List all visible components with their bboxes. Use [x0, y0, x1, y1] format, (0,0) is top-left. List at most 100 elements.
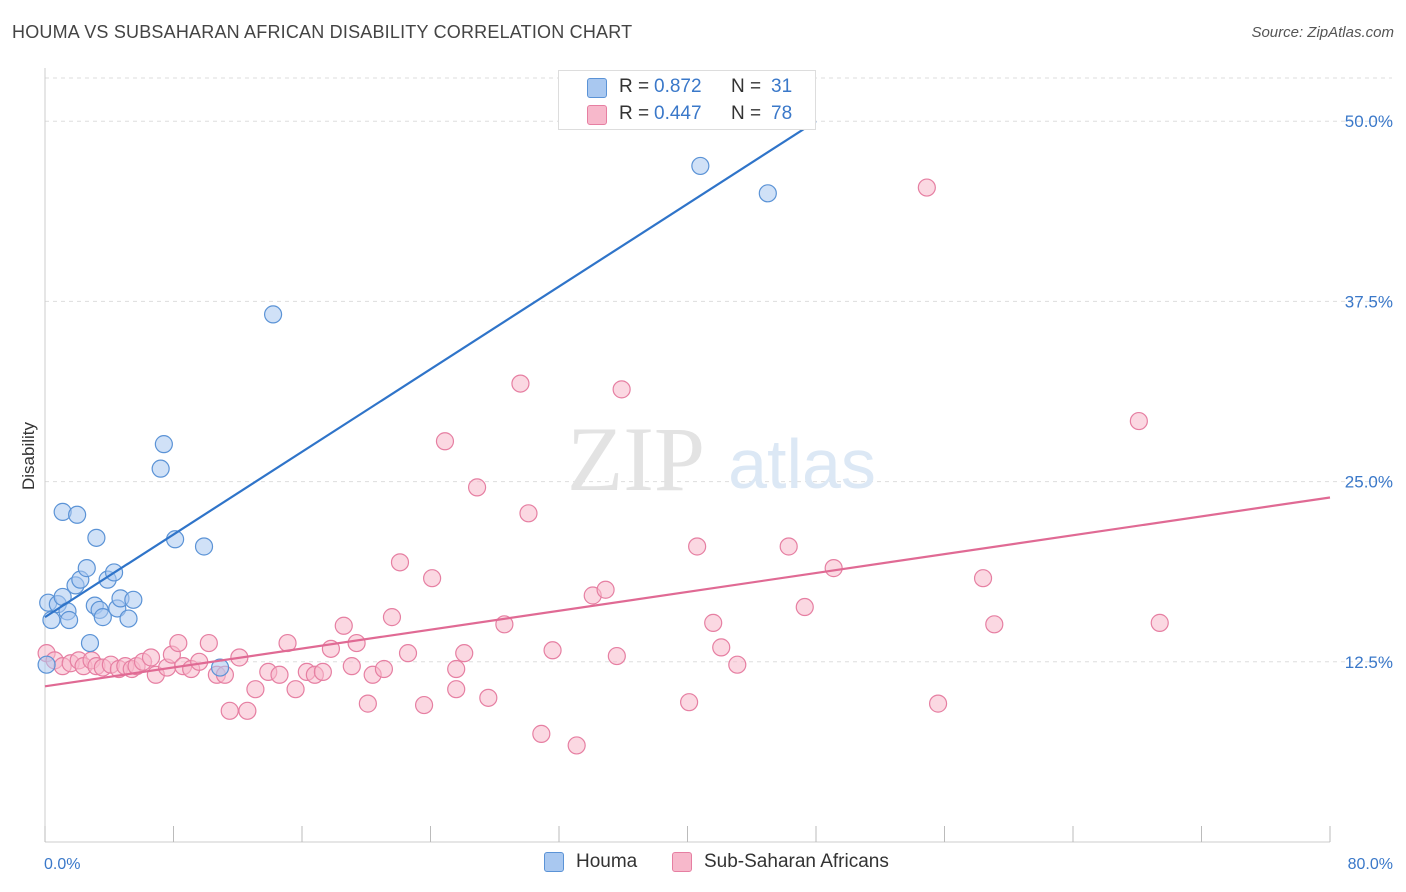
ssa-point [246, 680, 265, 699]
axes [44, 68, 1331, 843]
ssa-point [928, 694, 948, 713]
ssa-point [607, 646, 626, 666]
stats-legend-row-ssa: R = 0.447 N = 78 [559, 101, 817, 129]
ssa-point [447, 680, 466, 699]
ssa-point [238, 701, 257, 720]
n-value-ssa: 78 [771, 103, 793, 124]
houma-trend-line [44, 120, 817, 619]
legend-item-ssa[interactable]: Sub-Saharan Africans [672, 851, 889, 873]
houma-point [68, 505, 87, 524]
ssa-point [435, 432, 455, 451]
legend-label-houma: Houma [576, 851, 638, 872]
trend-lines [44, 120, 1331, 688]
r-value-ssa: 0.447 [654, 103, 702, 124]
ssa-point [511, 374, 530, 393]
ssa-trend-line [44, 496, 1331, 688]
houma-point [194, 537, 214, 556]
ssa-point [612, 380, 631, 399]
ssa-point [1129, 411, 1148, 431]
ssa-point [169, 633, 188, 653]
ssa-point [414, 695, 434, 715]
houma-swatch [587, 78, 607, 98]
ssa-point [286, 680, 305, 699]
ssa-point [479, 688, 498, 707]
ssa-point [824, 559, 843, 578]
ssa-point [199, 633, 218, 653]
ssa-point [455, 644, 474, 663]
chart-title: HOUMA VS SUBSAHARAN AFRICAN DISABILITY C… [12, 22, 633, 42]
ssa-point [567, 736, 586, 755]
ssa-point [382, 608, 402, 627]
stats-legend-row-houma: R = 0.872 N = 31 [559, 74, 817, 102]
ssa-point [680, 693, 699, 712]
y-axis-label: Disability [19, 421, 38, 490]
ssa-point [917, 178, 936, 197]
x-tick-label-max: 80.0% [1348, 856, 1393, 873]
houma-point [758, 184, 777, 203]
ssa-point [688, 537, 707, 556]
legend-item-houma[interactable]: Houma [544, 851, 637, 873]
watermark-atlas: atlas [728, 425, 876, 503]
houma-point [59, 610, 79, 630]
ssa-point [374, 659, 394, 679]
r-label: R = [619, 76, 650, 97]
ssa-swatch [672, 852, 692, 872]
series-houma-points [37, 156, 777, 677]
ssa-point [543, 641, 562, 660]
n-label: N = [731, 76, 762, 97]
ssa-point [519, 504, 538, 523]
series-legend: Houma Sub-Saharan Africans [0, 851, 1406, 877]
ssa-point [270, 665, 289, 684]
source-label: Source: ZipAtlas.com [1251, 24, 1394, 41]
houma-point [87, 528, 106, 547]
stats-legend: R = 0.872 N = 31 R = 0.447 N = 78 [558, 70, 816, 130]
houma-point [151, 459, 170, 478]
ssa-point [779, 537, 798, 556]
houma-point [77, 559, 96, 578]
ssa-point [532, 724, 551, 743]
x-tick-label-min: 0.0% [44, 856, 80, 873]
y-tick-label: 25.0% [1345, 473, 1393, 492]
y-tick-label: 50.0% [1345, 112, 1393, 131]
ssa-point [334, 616, 353, 635]
y-tick-label: 37.5% [1345, 292, 1393, 311]
ssa-point [141, 648, 161, 667]
houma-point [80, 633, 100, 653]
houma-point [263, 305, 283, 324]
ssa-point [347, 633, 366, 653]
watermark-zip: ZIP [567, 408, 705, 510]
ssa-point [313, 662, 332, 682]
houma-point [210, 658, 230, 677]
houma-point [93, 608, 112, 627]
ssa-swatch [587, 105, 607, 125]
houma-point [154, 435, 173, 454]
ssa-point [342, 657, 361, 676]
ssa-point [447, 659, 466, 679]
r-value-houma: 0.872 [654, 76, 702, 97]
legend-label-ssa: Sub-Saharan Africans [704, 851, 889, 872]
ssa-point [985, 615, 1004, 634]
houma-point [119, 609, 138, 628]
ssa-point [795, 597, 814, 617]
ssa-point [467, 478, 487, 497]
houma-swatch [544, 852, 564, 872]
n-label: N = [731, 103, 762, 124]
ssa-point [1150, 613, 1169, 632]
n-value-houma: 31 [771, 76, 793, 97]
watermark: ZIP atlas [567, 408, 876, 510]
ssa-point [973, 569, 993, 588]
ssa-point [728, 655, 747, 674]
y-tick-label: 12.5% [1345, 653, 1393, 672]
houma-point [37, 655, 56, 674]
ssa-point [220, 701, 239, 720]
y-tick-labels: 12.5% 25.0% 37.5% 50.0% [1345, 112, 1393, 672]
grid-lines [45, 77, 1392, 663]
ssa-point [423, 569, 442, 588]
ssa-point [596, 580, 615, 599]
houma-point [124, 590, 143, 609]
r-label: R = [619, 103, 650, 124]
ssa-point [712, 638, 731, 657]
ssa-point [704, 613, 723, 632]
ssa-point [390, 553, 410, 572]
